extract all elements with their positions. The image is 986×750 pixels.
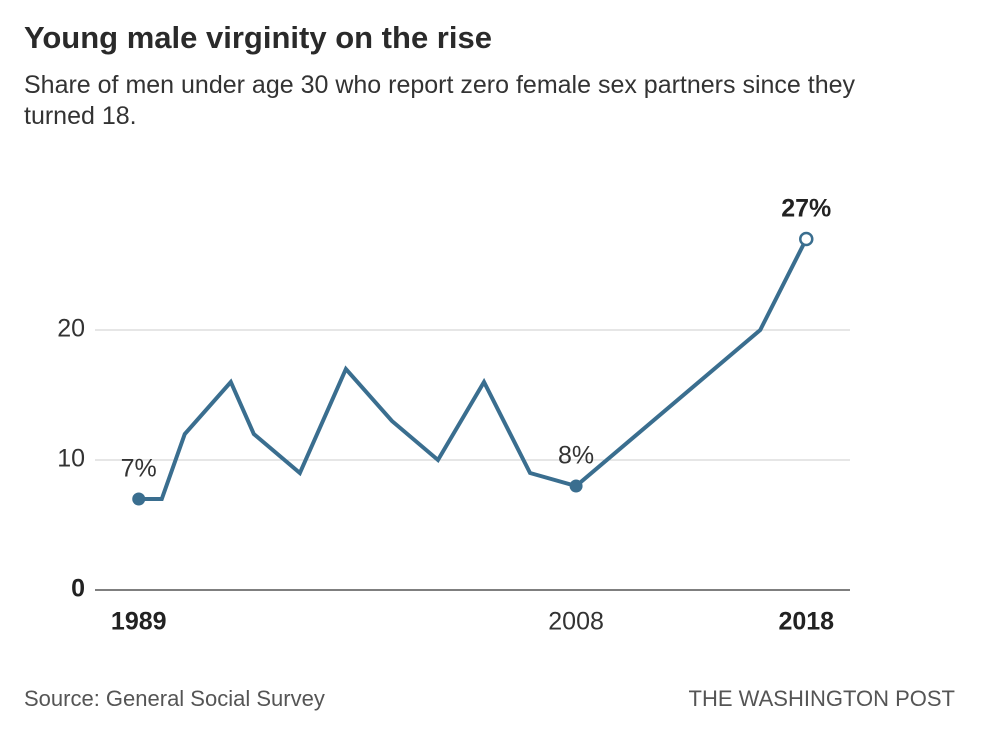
point-marker bbox=[569, 479, 583, 493]
chart-subtitle: Share of men under age 30 who report zer… bbox=[24, 71, 856, 130]
point-marker bbox=[132, 492, 146, 506]
data-label: 8% bbox=[558, 442, 594, 470]
data-line bbox=[138, 238, 809, 501]
point-marker bbox=[799, 231, 814, 247]
x-tick-label: 2018 bbox=[778, 608, 834, 636]
y-tick-label: 10 bbox=[57, 445, 85, 473]
publisher: THE WASHINGTON POST bbox=[689, 686, 955, 711]
chart-title: Young male virginity on the rise bbox=[24, 20, 492, 55]
x-tick-label: 1989 bbox=[111, 608, 167, 636]
y-tick-label: 20 bbox=[57, 315, 85, 343]
y-tick-label: 0 bbox=[71, 575, 85, 603]
data-label: 7% bbox=[121, 455, 157, 483]
data-label: 27% bbox=[781, 195, 831, 223]
x-tick-label: 2008 bbox=[548, 608, 604, 636]
source: Source: General Social Survey bbox=[24, 686, 325, 711]
